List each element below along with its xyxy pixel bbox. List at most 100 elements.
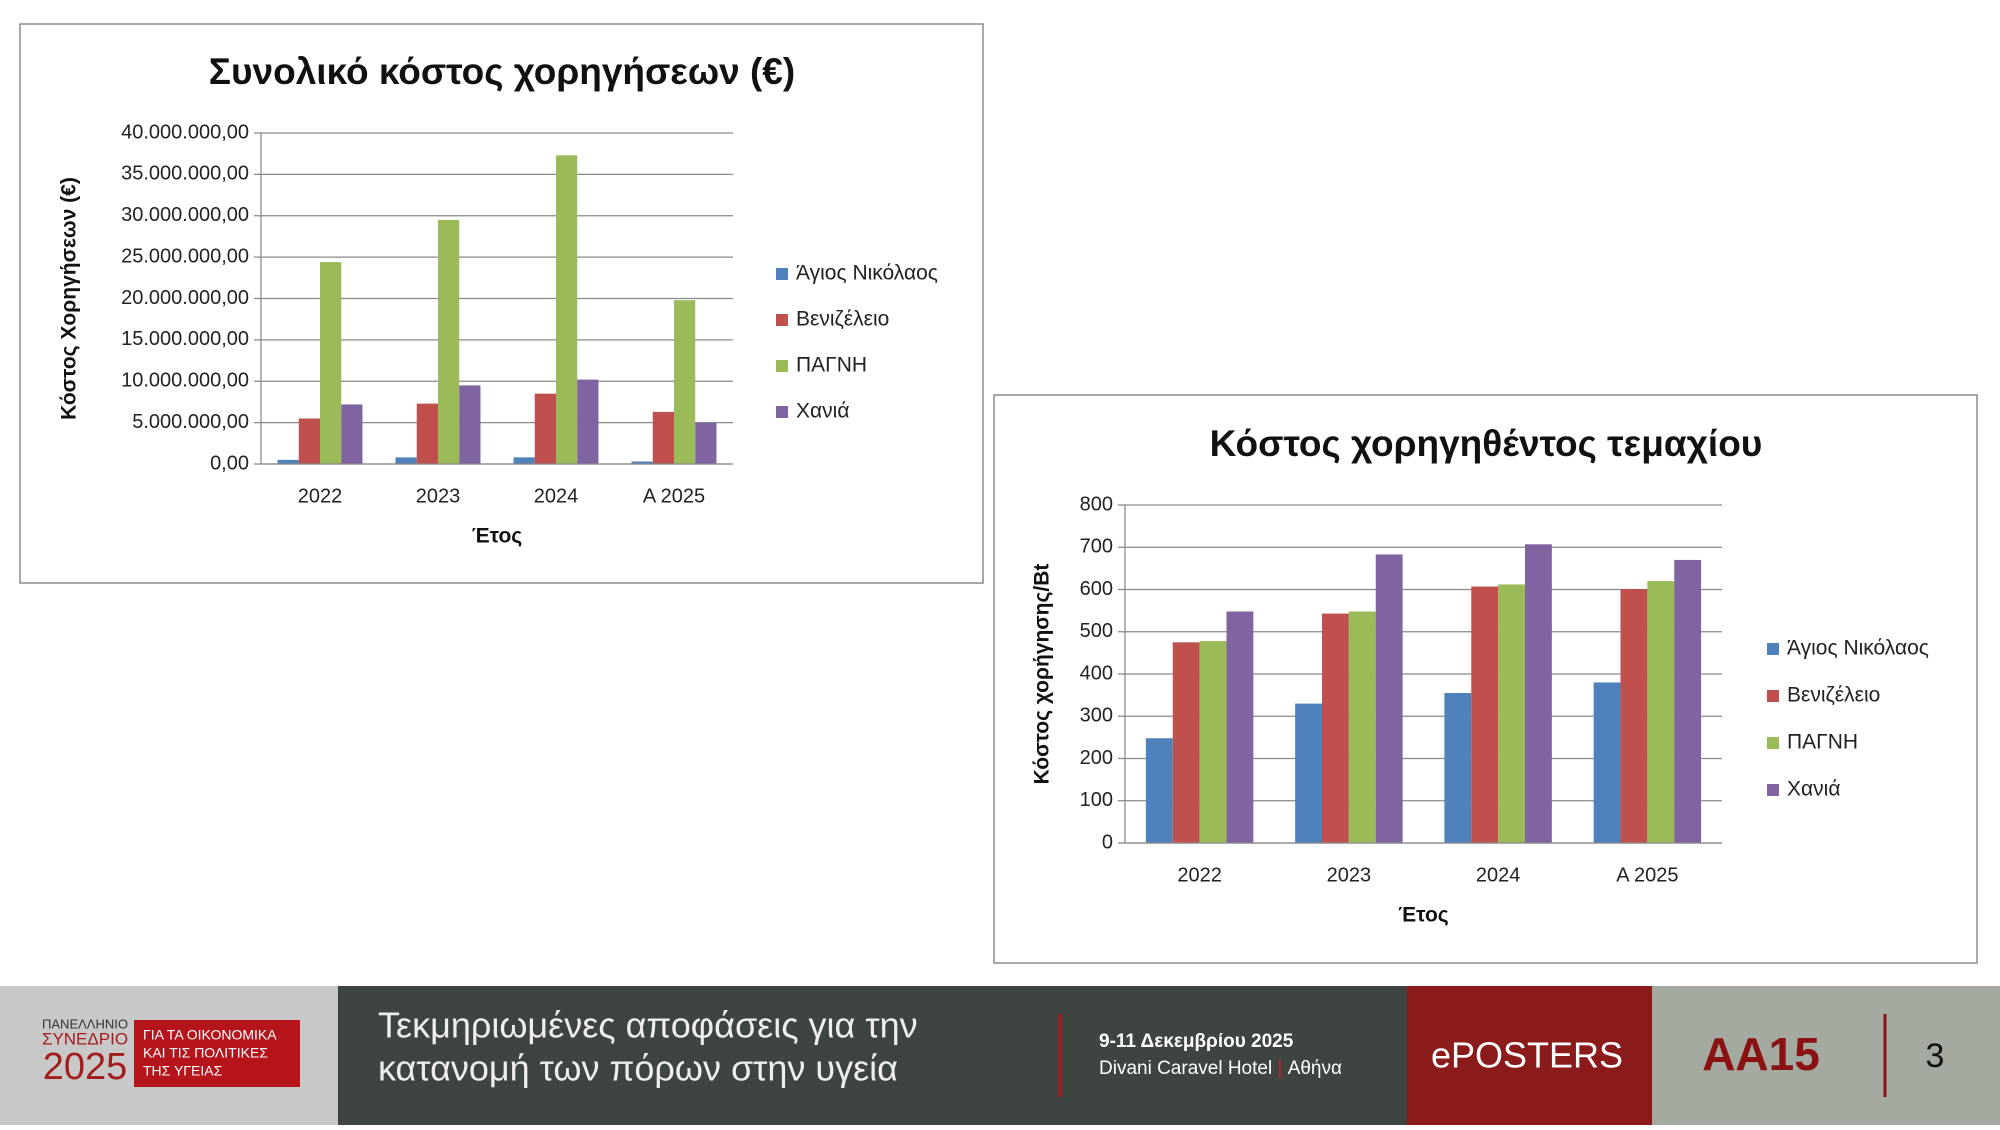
footer-city: Αθήνα [1288,1058,1342,1079]
x-tick-label: Α 2025 [643,485,705,507]
y-tick-label: 25.000.000,00 [121,245,249,267]
bar [1524,544,1552,843]
legend-swatch [1767,737,1779,749]
y-tick-label: 0 [1102,831,1113,853]
footer-venue: Divani Caravel Hotel [1099,1058,1272,1079]
legend-label: Άγιος Νικόλαος [1787,637,1929,660]
x-tick-label: 2023 [416,485,461,507]
bar [1295,703,1323,843]
logo-line: 2025 [43,1046,128,1088]
legend-swatch [776,360,788,372]
y-tick-label: 30.000.000,00 [121,204,249,226]
footer: ΠΑΝΕΛΛΗΝΙΟ ΣΥΝΕΔΡΙΟ 2025 ΓΙΑ ΤΑ ΟΙΚΟΝΟΜΙ… [0,986,2000,1125]
legend-label: Χανιά [1787,778,1840,801]
x-axis-title: Έτος [1398,904,1449,927]
footer-section: ePOSTERS [1431,1035,1623,1076]
legend-label: Βενιζέλειο [796,308,889,331]
x-tick-label: Α 2025 [1616,864,1678,886]
logo-tagline: ΚΑΙ ΤΙΣ ΠΟΛΙΤΙΚΕΣ [143,1045,268,1061]
legend-swatch [1767,643,1779,655]
footer-title: Τεκμηριωμένες αποφάσεις για την [378,1005,918,1046]
footer-date: 9-11 Δεκεμβρίου 2025 [1099,1031,1294,1052]
legend-label: Βενιζέλειο [1787,684,1880,707]
y-tick-label: 800 [1080,493,1113,515]
bar [298,418,320,464]
charts: Συνολικό κόστος χορηγήσεων (€) 0,00 5.000.… [19,23,1978,964]
bar [1674,559,1702,843]
bar [1498,584,1525,843]
footer-title-bg [338,986,1407,1125]
bar [341,404,363,464]
y-tick-label: 35.000.000,00 [121,163,249,185]
footer-separator: | [1277,1058,1282,1079]
footer-venue-line: Divani Caravel Hotel | Αθήνα [1099,1058,1342,1079]
bar [1348,611,1376,843]
bar [459,385,481,464]
footer-code: ΑΑ15 [1702,1028,1820,1080]
legend-swatch [776,268,788,280]
logo-line: ΣΥΝΕΔΡΙΟ [42,1029,128,1048]
chart-title: Κόστος χορηγηθέντος τεμαχίου [1210,423,1763,464]
legend-label: Άγιος Νικόλαος [796,262,938,285]
bar [1172,642,1200,843]
y-tick-label: 600 [1080,578,1113,600]
bar [416,403,438,464]
bar [1647,581,1675,843]
y-tick-label: 0,00 [210,452,249,474]
bar [513,457,535,464]
bar [1145,738,1173,843]
bar [1375,554,1403,843]
bar [1322,613,1349,843]
bar [395,457,417,464]
legend-label: ΠΑΓΝΗ [1787,731,1858,754]
bar [631,461,653,464]
y-tick-label: 700 [1080,536,1113,558]
bar [1226,611,1254,843]
x-axis-title: Έτος [472,525,523,548]
x-tick-label: 2022 [1177,864,1222,886]
bar [1199,641,1227,843]
bar [1620,589,1648,843]
y-tick-label: 5.000.000,00 [132,411,249,433]
bar [674,300,696,464]
logo-line: ΠΑΝΕΛΛΗΝΙΟ [42,1016,128,1031]
bar [277,459,299,464]
bar [1593,682,1621,843]
y-tick-label: 400 [1080,662,1113,684]
bar [534,393,556,464]
bar [1444,693,1472,843]
bar [320,262,342,464]
footer-section-bg [1407,986,1652,1125]
y-tick-label: 200 [1080,747,1113,769]
legend-swatch [1767,784,1779,796]
y-tick-label: 100 [1080,789,1113,811]
y-tick-label: 300 [1080,705,1113,727]
y-tick-label: 20.000.000,00 [121,287,249,309]
logo-tagline: ΤΗΣ ΥΓΕΙΑΣ [143,1063,223,1079]
footer-title: κατανομή των πόρων στην υγεία [378,1048,898,1089]
legend-swatch [776,406,788,418]
x-tick-label: 2022 [298,485,343,507]
y-tick-label: 10.000.000,00 [121,370,249,392]
bar [556,155,578,464]
chart-title: Συνολικό κόστος χορηγήσεων (€) [209,51,795,92]
y-tick-label: 15.000.000,00 [121,328,249,350]
logo-tagline: ΓΙΑ ΤΑ ΟΙΚΟΝΟΜΙΚΑ [143,1027,277,1043]
legend-label: ΠΑΓΝΗ [796,354,867,377]
logo-box [134,1020,300,1087]
page-number: 3 [1926,1037,1945,1075]
legend-swatch [776,314,788,326]
y-axis-title: Κόστος Χορηγήσεων (€) [58,177,81,420]
bar [652,411,674,464]
x-tick-label: 2023 [1327,864,1372,886]
bar [577,379,599,464]
y-tick-label: 40.000.000,00 [121,121,249,143]
legend-label: Χανιά [796,400,849,423]
x-tick-label: 2024 [1476,864,1521,886]
bar [1471,586,1499,843]
legend-swatch [1767,690,1779,702]
chart-frame [19,23,984,584]
bar [695,422,717,464]
